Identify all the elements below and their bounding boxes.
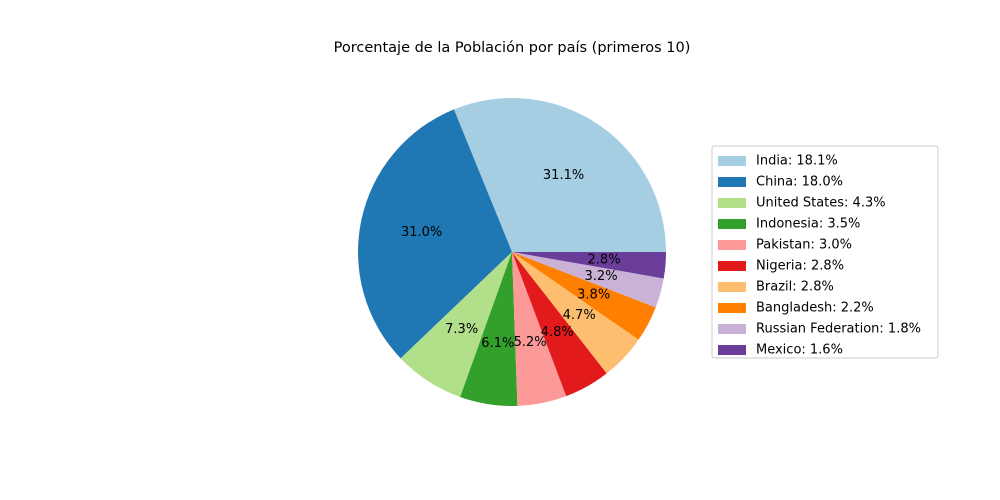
legend-label-indonesia: Indonesia: 3.5%: [756, 217, 860, 232]
legend-swatch-russian-federation: [718, 324, 746, 334]
pie-slice-mexico: [512, 252, 666, 279]
pct-label-mexico: 2.8%: [588, 252, 621, 267]
pie-slice-united-states: [400, 252, 512, 398]
legend-label-united-states: United States: 4.3%: [756, 196, 886, 211]
pct-label-bangladesh: 3.8%: [577, 288, 610, 303]
legend-swatch-indonesia: [718, 219, 746, 229]
pct-label-indonesia: 6.1%: [481, 336, 514, 351]
pie-slices: [358, 98, 666, 406]
legend-swatch-nigeria: [718, 261, 746, 271]
pie-slice-india: [453, 98, 666, 252]
legend-label-india: India: 18.1%: [756, 154, 838, 169]
legend-swatch-china: [718, 177, 746, 187]
chart-title: Porcentaje de la Población por país (pri…: [334, 40, 691, 56]
pie-slice-indonesia: [460, 252, 518, 406]
legend-label-nigeria: Nigeria: 2.8%: [756, 259, 844, 274]
legend-swatch-pakistan: [718, 240, 746, 250]
legend-label-bangladesh: Bangladesh: 2.2%: [756, 301, 874, 316]
legend-label-russian-federation: Russian Federation: 1.8%: [756, 322, 921, 337]
percentage-labels: 31.1% 31.0% 7.3%6.1% 5.2%4.8% 4.7% 3.8% 3.2% 2.…: [401, 168, 621, 351]
legend-frame: [711, 145, 939, 359]
legend-swatch-united-states: [718, 198, 746, 208]
pct-label-brazil: 4.7%: [563, 308, 596, 323]
pie-slice-china: [358, 109, 512, 359]
pct-label-united-states: 7.3%: [445, 322, 478, 337]
legend-label-pakistan: Pakistan: 3.0%: [756, 238, 852, 253]
pct-label-india: 31.1%: [543, 168, 584, 183]
legend: India: 18.1% China: 18.0% United States: 4…: [711, 145, 939, 359]
pie-slice-russian-federation: [512, 252, 664, 308]
legend-label-mexico: Mexico: 1.6%: [756, 343, 843, 358]
pie-slice-pakistan: [512, 252, 567, 406]
legend-label-brazil: Brazil: 2.8%: [756, 280, 834, 295]
legend-label-china: China: 18.0%: [756, 175, 843, 190]
pct-label-pakistan: 5.2%: [514, 335, 547, 350]
pie-slice-nigeria: [512, 252, 607, 397]
pie-slice-bangladesh: [512, 252, 656, 340]
pct-label-china: 31.0%: [401, 225, 442, 240]
pct-label-nigeria: 4.8%: [541, 325, 574, 340]
pie-slice-brazil: [512, 252, 639, 374]
pct-label-russian-federation: 3.2%: [585, 269, 618, 284]
legend-swatch-mexico: [718, 345, 746, 355]
legend-swatch-brazil: [718, 282, 746, 292]
legend-swatch-bangladesh: [718, 303, 746, 313]
legend-swatch-india: [718, 156, 746, 166]
